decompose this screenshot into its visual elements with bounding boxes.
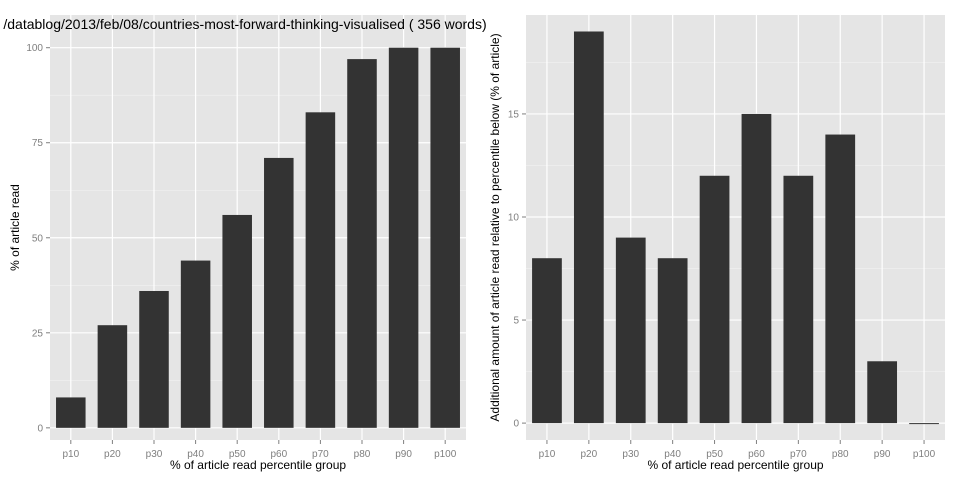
x-tick-label: p70	[312, 449, 329, 460]
bar-p10	[56, 397, 86, 428]
bar-p100	[909, 423, 939, 425]
x-tick-label: p20	[581, 449, 598, 460]
y-tick-label: 10	[508, 212, 520, 223]
bar-p50	[222, 214, 252, 428]
chart-title-left: /datablog/2013/feb/08/countries-most-for…	[3, 16, 486, 32]
bar-p20	[573, 31, 604, 424]
y-axis-title-right: Additional amount of article read relati…	[488, 33, 502, 421]
x-tick-label: p20	[104, 449, 121, 460]
y-tick-label: 25	[32, 328, 44, 339]
x-tick-label: p90	[874, 449, 891, 460]
y-tick-label: 0	[37, 423, 43, 434]
y-axis-left: 0 25 50 75 100	[26, 43, 50, 434]
bar-p50	[699, 175, 730, 424]
y-tick-label: 75	[32, 138, 44, 149]
x-tick-label: p30	[622, 449, 639, 460]
bar-p80	[347, 59, 377, 428]
x-tick-label: p30	[146, 449, 163, 460]
y-tick-label: 5	[513, 316, 519, 327]
y-axis-right: 0 5 10 15	[508, 109, 526, 430]
bar-p10	[532, 258, 562, 424]
bar-p40	[657, 258, 688, 424]
x-tick-label: p60	[270, 449, 287, 460]
x-tick-label: p50	[706, 449, 723, 460]
bar-p60	[741, 113, 772, 424]
x-tick-label: p50	[229, 449, 246, 460]
bar-p20	[97, 325, 128, 428]
bar-p60	[264, 157, 294, 428]
bar-p40	[180, 260, 211, 428]
y-tick-label: 0	[513, 419, 519, 430]
bar-p30	[139, 290, 169, 428]
x-axis-right: p10 p20 p30 p40 p50 p60 p70 p80 p90 p100	[539, 440, 936, 460]
x-axis-title-right: % of article read percentile group	[647, 458, 823, 472]
chart-right: 0 5 10 15 p10 p20 p30 p40 p50 p60 p70 p80 p90 p100 %…	[488, 15, 945, 472]
x-tick-label: p40	[187, 449, 204, 460]
bar-p80	[825, 134, 856, 424]
x-tick-label: p80	[354, 449, 371, 460]
x-axis-title-left: % of article read percentile group	[170, 458, 346, 472]
bar-p90	[867, 361, 898, 424]
x-tick-label: p10	[539, 449, 556, 460]
x-tick-label: p100	[913, 449, 936, 460]
bar-p70	[305, 112, 336, 428]
bars-right	[532, 31, 939, 425]
y-tick-label: 15	[508, 109, 520, 120]
y-tick-label: 100	[26, 43, 43, 54]
x-tick-label: p80	[832, 449, 849, 460]
bar-p30	[615, 237, 646, 424]
bar-p90	[388, 47, 419, 428]
x-tick-label: p10	[62, 449, 79, 460]
x-tick-label: p40	[664, 449, 681, 460]
bar-p70	[783, 175, 814, 424]
x-tick-label: p60	[748, 449, 765, 460]
x-tick-label: p100	[434, 449, 457, 460]
x-axis-left: p10 p20 p30 p40 p50 p60 p70 p80 p90 p100	[62, 440, 457, 460]
bars-left	[56, 47, 460, 428]
x-tick-label: p70	[790, 449, 807, 460]
y-tick-label: 50	[32, 233, 44, 244]
bar-p100	[430, 47, 460, 428]
x-tick-label: p90	[395, 449, 412, 460]
y-axis-title-left: % of article read	[8, 184, 22, 271]
